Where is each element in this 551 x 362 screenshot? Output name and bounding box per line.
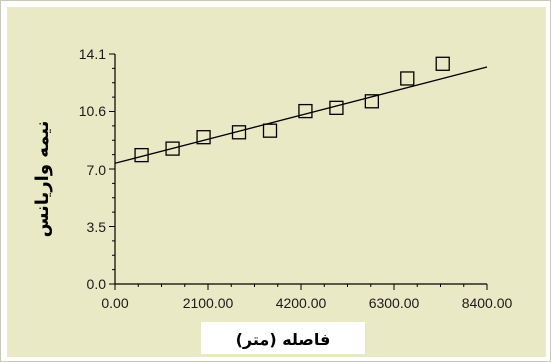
tick-labels: 0.0 3.5 7.0 10.6 14.1 0.00 2100.00 4200.00 6300.… [79, 46, 513, 311]
x-axis-label-box [201, 322, 365, 354]
trendline-group [114, 66, 488, 164]
data-point [165, 141, 180, 156]
y-tick-label: 3.5 [87, 219, 107, 235]
data-point [196, 130, 211, 145]
x-tick-label: 4200.00 [276, 295, 327, 311]
data-point [364, 94, 380, 109]
data-point [400, 71, 415, 86]
chart-panel: 0.0 3.5 7.0 10.6 14.1 0.00 2100.00 4200.00 6300.… [7, 7, 546, 357]
y-tick-label: 7.0 [87, 162, 107, 178]
data-point [329, 100, 344, 115]
data-point [262, 123, 278, 138]
data-point [435, 56, 450, 71]
x-axis-label: فاصله (متر) [236, 330, 331, 349]
x-tick-label: 8400.00 [462, 295, 513, 311]
y-tick-label: 10.6 [79, 103, 106, 119]
data-point [134, 147, 149, 163]
x-tick-label: 0.00 [101, 295, 128, 311]
data-point [298, 103, 313, 119]
x-tick-label: 6300.00 [369, 295, 420, 311]
y-axis-label: نیمه واریانس [32, 121, 53, 238]
variogram-chart: 0.0 3.5 7.0 10.6 14.1 0.00 2100.00 4200.00 6300.… [32, 46, 513, 354]
data-point [231, 125, 247, 140]
y-tick-label: 0.0 [87, 276, 107, 292]
data-points [134, 56, 450, 163]
y-tick-label: 14.1 [79, 46, 106, 62]
x-tick-label: 2100.00 [183, 295, 234, 311]
trendline [114, 66, 488, 164]
axes [109, 53, 488, 290]
